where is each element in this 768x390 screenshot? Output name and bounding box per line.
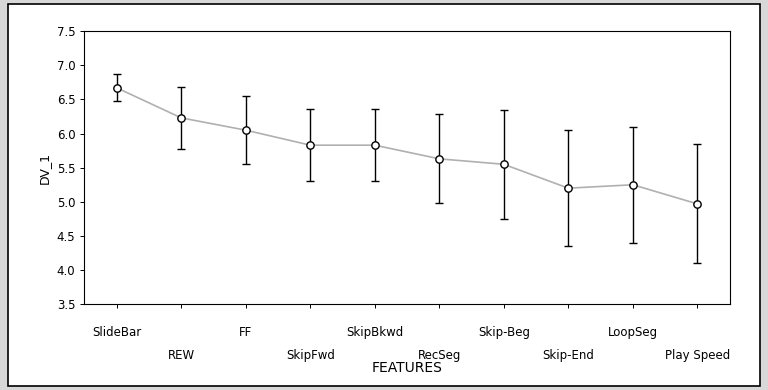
Text: Skip-End: Skip-End <box>542 349 594 362</box>
Point <box>562 185 574 191</box>
X-axis label: FEATURES: FEATURES <box>372 361 442 375</box>
Point <box>433 156 445 162</box>
Point <box>627 182 639 188</box>
Text: FF: FF <box>239 326 253 339</box>
Point <box>111 85 123 91</box>
Text: SlideBar: SlideBar <box>92 326 141 339</box>
Y-axis label: DV_1: DV_1 <box>38 152 51 184</box>
Text: REW: REW <box>167 349 195 362</box>
Text: Skip-Beg: Skip-Beg <box>478 326 530 339</box>
Point <box>691 201 703 207</box>
Point <box>175 115 187 121</box>
Text: Play Speed: Play Speed <box>665 349 730 362</box>
Text: RecSeg: RecSeg <box>418 349 461 362</box>
Text: SkipFwd: SkipFwd <box>286 349 335 362</box>
Text: LoopSeg: LoopSeg <box>607 326 658 339</box>
Point <box>369 142 381 148</box>
Point <box>304 142 316 148</box>
Point <box>240 127 252 133</box>
Text: SkipBkwd: SkipBkwd <box>346 326 403 339</box>
Point <box>498 161 510 167</box>
